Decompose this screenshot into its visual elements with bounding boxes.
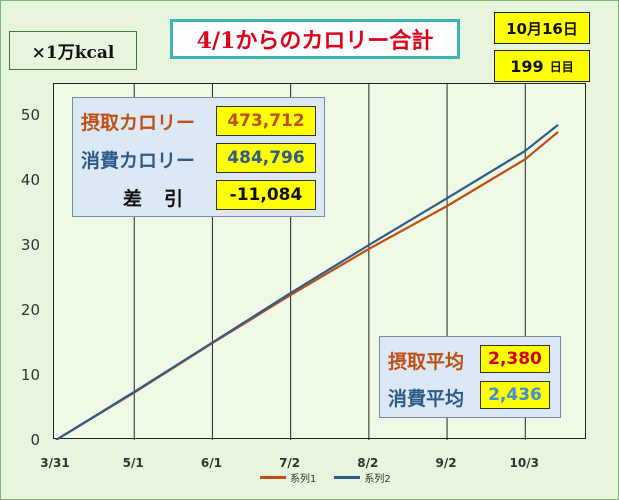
legend-label: 系列2	[364, 473, 391, 485]
intake-total-value: 473,712	[216, 106, 316, 136]
legend-item-1: 系列1	[260, 470, 316, 485]
average-panel: 摂取平均 2,380 消費平均 2,436	[379, 336, 561, 418]
unit-label: ×1万kcal	[9, 31, 137, 70]
burn-average-value: 2,436	[480, 381, 550, 409]
intake-average-value: 2,380	[480, 345, 550, 373]
series-line-2	[55, 123, 559, 440]
day-count-value: 199	[510, 56, 544, 76]
burn-total-value: 484,796	[216, 143, 316, 173]
day-count-badge: 199 日目	[494, 50, 590, 82]
legend-label: 系列1	[290, 473, 317, 485]
date-badge: 10月16日	[494, 12, 590, 44]
chart-title: 4/1からのカロリー合計	[170, 19, 460, 59]
legend-item-2: 系列2	[334, 470, 391, 485]
day-count-unit: 日目	[549, 59, 574, 74]
difference-value: -11,084	[216, 180, 316, 210]
legend: 系列1 系列2	[260, 470, 409, 485]
legend-swatch	[260, 475, 286, 479]
legend-swatch	[334, 475, 361, 479]
burn-total-label: 消費カロリー	[81, 150, 196, 172]
summary-panel: 摂取カロリー 473,712 消費カロリー 484,796 差引 -11,084	[72, 97, 325, 217]
difference-label: 差引	[123, 188, 206, 210]
burn-average-label: 消費平均	[388, 388, 465, 410]
intake-average-label: 摂取平均	[388, 351, 465, 373]
intake-total-label: 摂取カロリー	[81, 112, 196, 134]
